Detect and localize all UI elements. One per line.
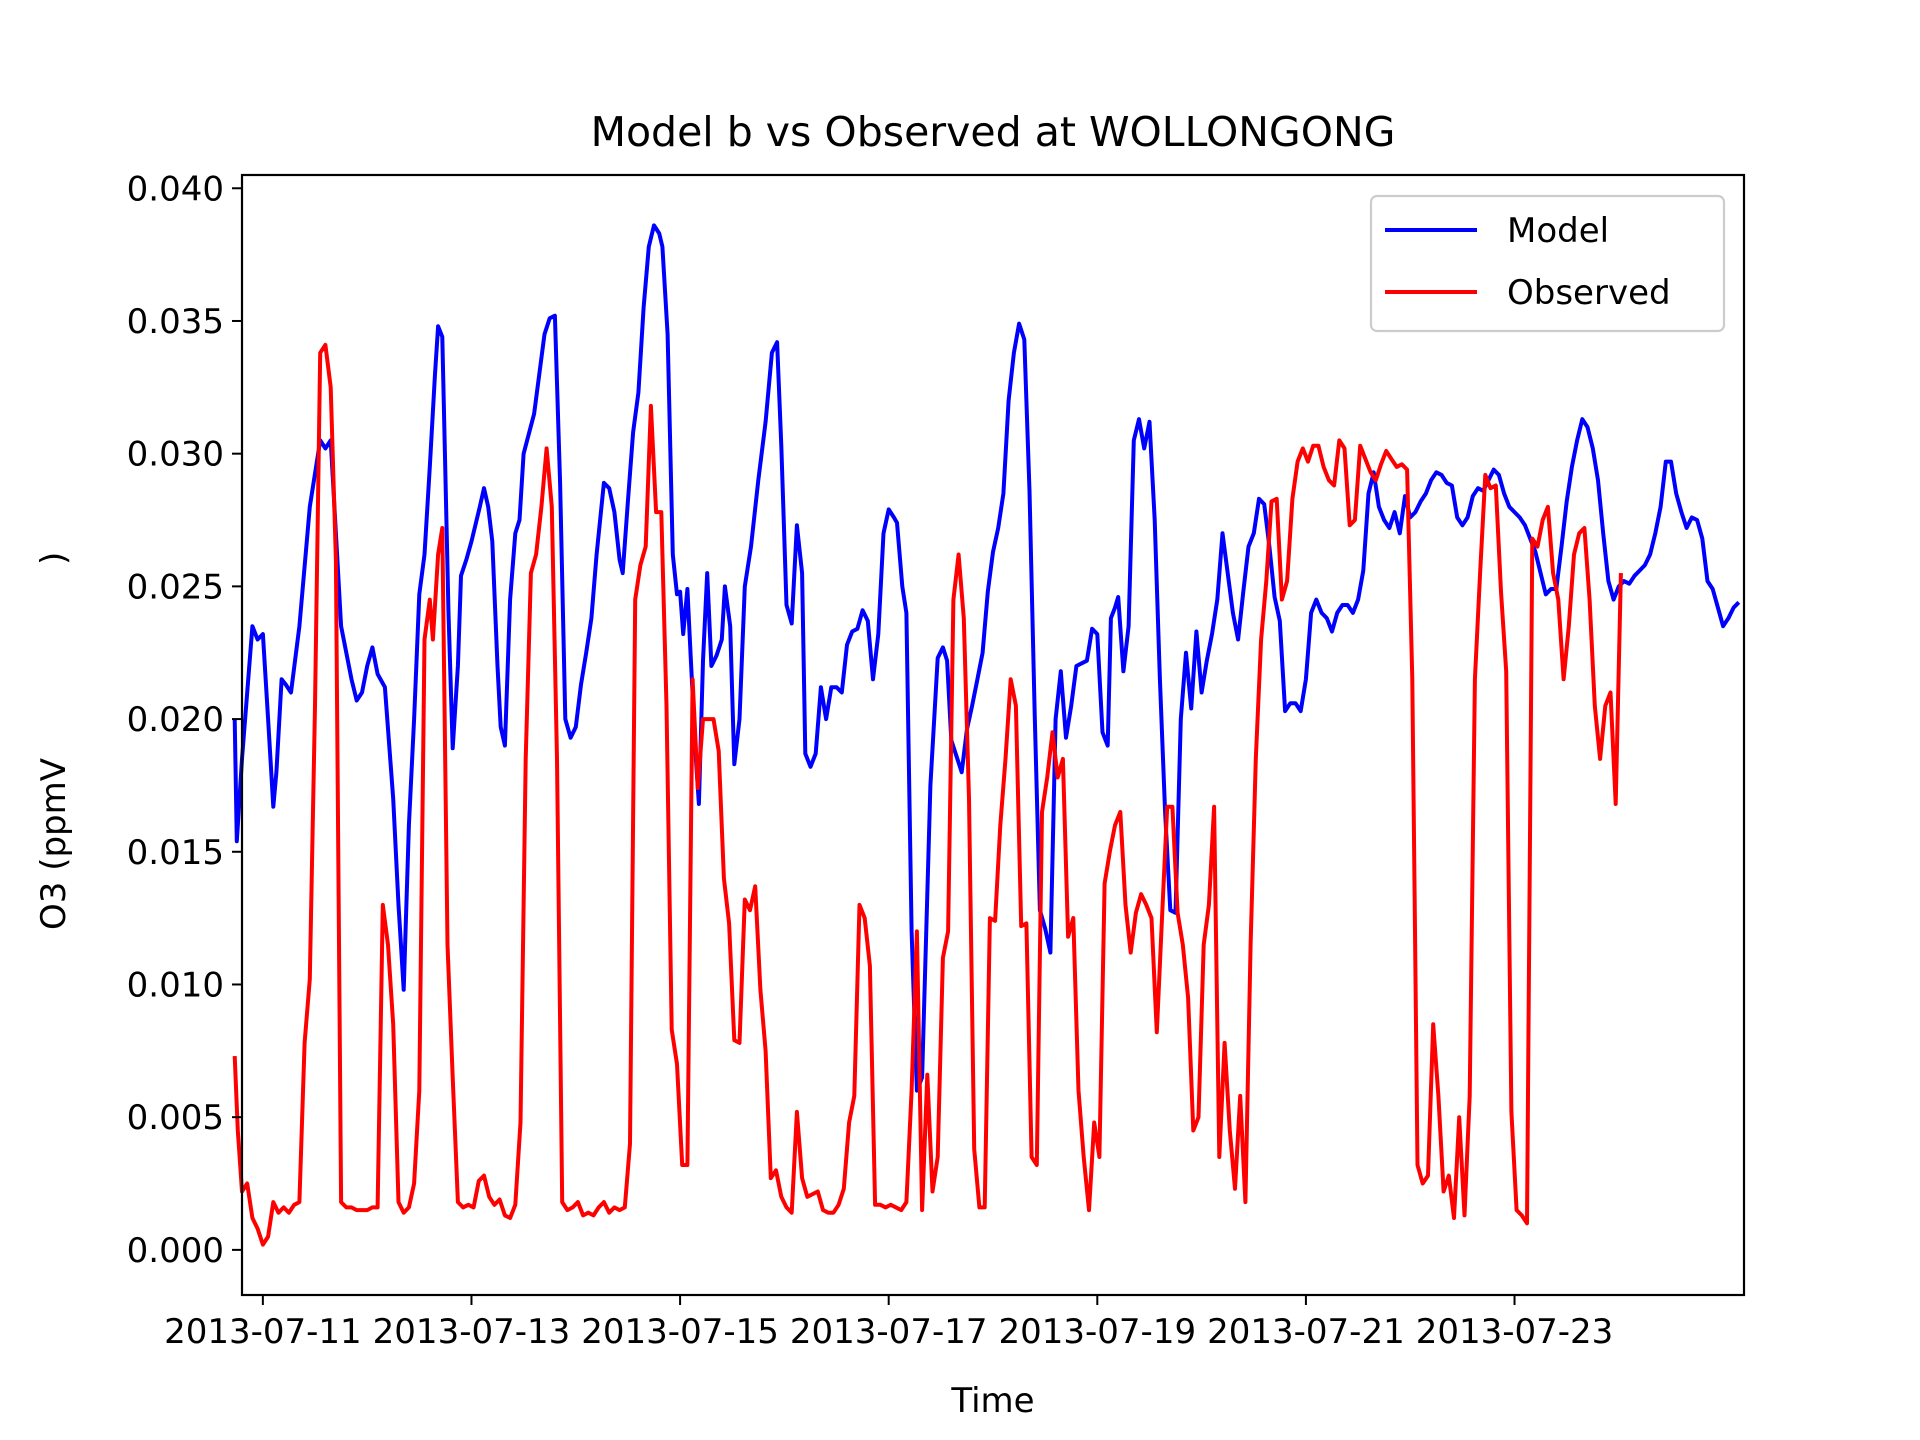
y-tick-label: 0.025 [127,567,224,607]
x-axis: 2013-07-11 2013-07-13 2013-07-15 2013-07-17… [164,1295,1613,1352]
x-tick-label: 2013-07-19 [999,1312,1197,1352]
legend-model-label: Model [1507,211,1609,251]
x-tick-label: 2013-07-23 [1416,1312,1614,1352]
plot-frame [240,173,1746,1297]
y-tick-label: 0.000 [127,1231,224,1271]
y-axis-label: O3 (ppmV [34,758,74,930]
y-tick-label: 0.015 [127,833,224,873]
chart-title: Model b vs Observed at WOLLONGONG [591,108,1396,156]
legend: Model Observed [1369,194,1726,333]
y-axis: 0.000 0.005 0.010 0.015 0.020 0.025 0.030 0.035… [127,169,242,1271]
y-tick-label: 0.035 [127,302,224,342]
x-tick-label: 2013-07-11 [164,1312,362,1352]
x-tick-label: 2013-07-15 [581,1312,779,1352]
series-line-observed [232,342,1623,1247]
y-axis-label-close: ) [34,552,74,565]
y-tick-label: 0.020 [127,700,224,740]
x-tick-label: 2013-07-21 [1207,1312,1405,1352]
y-tick-label: 0.040 [127,169,224,209]
series-line-model [232,223,1741,1093]
x-tick-label: 2013-07-13 [373,1312,571,1352]
x-axis-label: Time [950,1381,1034,1421]
plot-series [232,223,1741,1247]
y-tick-label: 0.030 [127,435,224,475]
y-tick-label: 0.010 [127,965,224,1005]
legend-observed-label: Observed [1507,273,1671,313]
y-tick-label: 0.005 [127,1098,224,1138]
x-tick-label: 2013-07-17 [790,1312,988,1352]
